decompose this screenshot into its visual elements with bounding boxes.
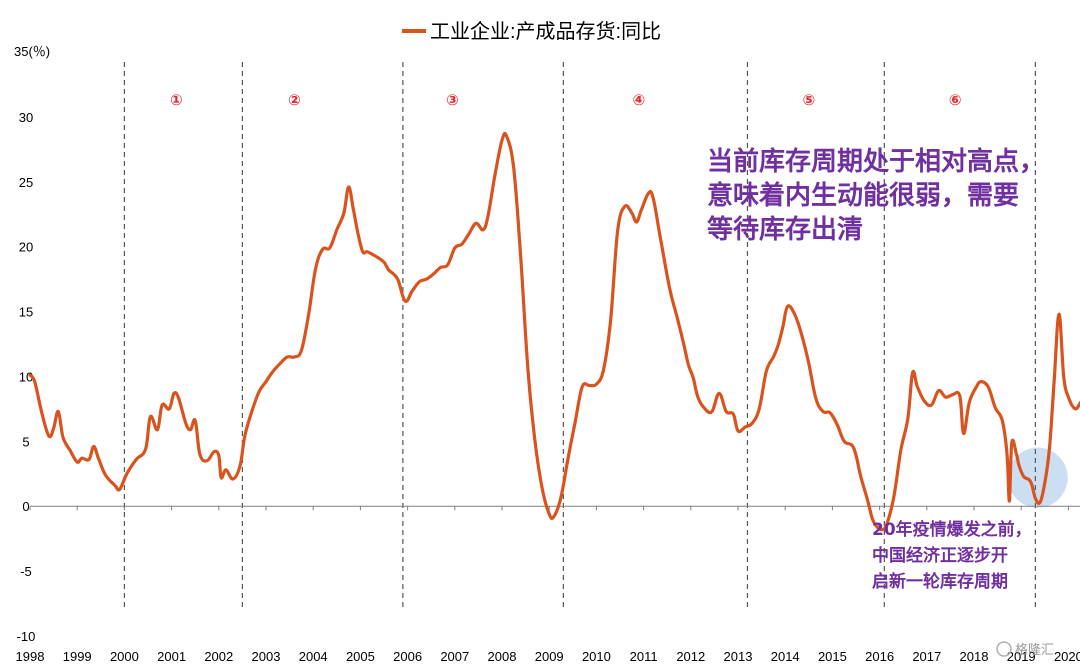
y-tick-label: 15 — [19, 305, 33, 320]
y-tick-label: 25 — [19, 175, 33, 190]
annotation-top-line-1: 当前库存周期处于相对高点， — [707, 146, 1045, 177]
x-tick-label: 2001 — [157, 649, 186, 664]
annotation-top: 当前库存周期处于相对高点， 意味着内生动能很弱，需要 等待库存出清 — [707, 146, 1045, 245]
x-tick-label: 2014 — [771, 649, 800, 664]
watermark-icon — [996, 641, 1012, 657]
y-unit-label: 35(％) — [14, 44, 50, 59]
y-tick-label: 30 — [19, 110, 33, 125]
cycle-dividers — [123, 62, 1036, 607]
y-tick-label: 5 — [22, 434, 29, 449]
cycle-label-4: ④ — [633, 91, 646, 109]
x-tick-label: 2012 — [676, 649, 705, 664]
cycle-label-3: ③ — [446, 91, 459, 109]
watermark-text: 格隆汇 — [1015, 642, 1054, 658]
annotation-bottom-line-2: 中国经济正逐步开 — [872, 545, 1008, 566]
annotation-bottom-line-3: 启新一轮库存周期 — [872, 571, 1008, 592]
x-tick-label: 2013 — [724, 649, 753, 664]
cycle-label-6: ⑥ — [949, 91, 962, 109]
legend: 工业企业:产成品存货:同比 — [402, 20, 661, 43]
x-tick-label: 2000 — [110, 649, 139, 664]
cycle-label-2: ② — [288, 91, 301, 109]
highlight-circles — [1007, 447, 1068, 508]
x-tick-label: 2007 — [440, 649, 469, 664]
watermark: 格隆汇 — [996, 641, 1054, 658]
x-tick-label: 2009 — [535, 649, 564, 664]
y-tick-label: 10 — [19, 369, 33, 384]
cycle-label-5: ⑤ — [802, 91, 815, 109]
x-tick-label: 2004 — [299, 649, 328, 664]
cycle-label-1: ① — [170, 91, 183, 109]
x-tick-label: 2002 — [204, 649, 233, 664]
x-tick-label: 1999 — [63, 649, 92, 664]
cycle-labels: ①②③④⑤⑥⑦ — [170, 91, 962, 109]
highlight-circle-1 — [1007, 447, 1068, 508]
x-tick-label: 2008 — [488, 649, 517, 664]
annotation-bottom: 20年疫情爆发之前， 中国经济正逐步开 启新一轮库存周期 — [872, 519, 1032, 592]
x-axis: 1998 1999 2000 2001 2002 2003 2004 2005 2006 2007… — [16, 505, 1080, 664]
x-tick-label: 2003 — [252, 649, 281, 664]
x-tick-label: 2017 — [912, 649, 941, 664]
x-tick-label: 2006 — [393, 649, 422, 664]
x-tick-label: 2005 — [346, 649, 375, 664]
y-tick-label: 0 — [22, 499, 29, 514]
x-tick-label: 2010 — [582, 649, 611, 664]
legend-label: 工业企业:产成品存货:同比 — [430, 20, 661, 43]
x-tick-label: 2020 — [1054, 649, 1080, 664]
x-tick-label: 2015 — [818, 649, 847, 664]
x-tick-label: 2016 — [865, 649, 894, 664]
y-tick-label: -10 — [17, 629, 36, 644]
y-axis-ticks: -10 -5 0 5 10 15 20 25 30 — [17, 110, 36, 644]
x-tick-label: 2011 — [630, 649, 658, 664]
x-tick-label: 2018 — [960, 649, 989, 664]
annotation-bottom-line-1: 20年疫情爆发之前， — [872, 519, 1032, 540]
series-path-1 — [28, 131, 1080, 532]
series-line — [28, 131, 1080, 532]
annotation-top-line-3: 等待库存出清 — [707, 214, 863, 245]
y-tick-label: -5 — [20, 564, 32, 579]
x-tick-label: 2019 — [1007, 649, 1036, 664]
annotation-top-line-2: 意味着内生动能很弱，需要 — [707, 180, 1019, 211]
y-tick-label: 20 — [19, 240, 33, 255]
x-tick-label: 1998 — [16, 649, 45, 664]
